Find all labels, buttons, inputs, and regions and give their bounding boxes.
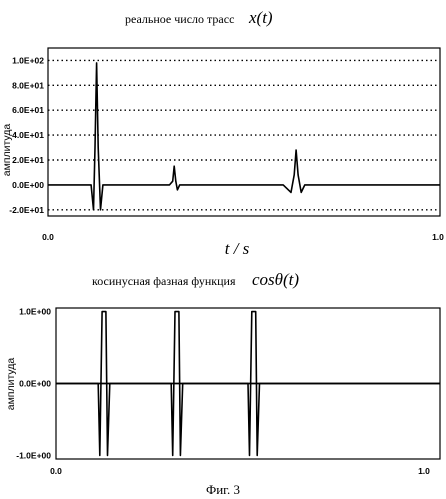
chart2-x-tick-1: 1.0 <box>418 466 430 476</box>
chart1-title: реальное число трасс <box>125 12 234 26</box>
chart1-gridlines <box>48 60 440 209</box>
chart1-x-tick-0: 0.0 <box>42 232 54 242</box>
figure-caption: Фиг. 3 <box>206 482 240 497</box>
chart1-title-math: x(t) <box>248 8 273 27</box>
chart1-y-tick-3: 4.0E+01 <box>12 130 44 140</box>
chart2: 1.0E+00 0.0E+00 -1.0E+00 0.0 1.0 амплитуда <box>5 307 440 476</box>
chart2-y-tick-labels: 1.0E+00 0.0E+00 -1.0E+00 <box>16 307 51 461</box>
chart1-y-tick-5: 0.0E+00 <box>12 180 44 190</box>
chart2-lines <box>56 312 440 456</box>
chart2-y-axis-label: амплитуда <box>5 358 17 411</box>
chart1-y-tick-2: 6.0E+01 <box>12 105 44 115</box>
chart1-y-tick-6: -2.0E+01 <box>9 205 44 215</box>
chart1-y-tick-1: 8.0E+01 <box>12 80 44 90</box>
chart1-y-axis-label: амплитуда <box>1 124 13 177</box>
chart2-y-tick-1: 0.0E+00 <box>19 379 51 389</box>
chart2-series-2 <box>56 312 440 456</box>
chart1-x-axis-label: t / s <box>225 239 250 258</box>
chart2-y-tick-0: 1.0E+00 <box>19 307 51 317</box>
chart2-x-tick-0: 0.0 <box>50 466 62 476</box>
chart1-y-tick-labels: 1.0E+02 8.0E+01 6.0E+01 4.0E+01 2.0E+01 0.0E+… <box>9 55 44 214</box>
chart2-y-tick-2: -1.0E+00 <box>16 450 51 460</box>
chart2-title: косинусная фазная функция <box>92 274 236 288</box>
chart1-y-tick-0: 1.0E+02 <box>12 55 44 65</box>
chart2-title-math: cosθ(t) <box>252 270 299 289</box>
chart1-y-tick-4: 2.0E+01 <box>12 155 44 165</box>
chart1-plot-area <box>48 48 440 216</box>
chart1-x-tick-1: 1.0 <box>432 232 444 242</box>
chart1: 1.0E+02 8.0E+01 6.0E+01 4.0E+01 2.0E+01 0.0E+… <box>1 48 444 258</box>
